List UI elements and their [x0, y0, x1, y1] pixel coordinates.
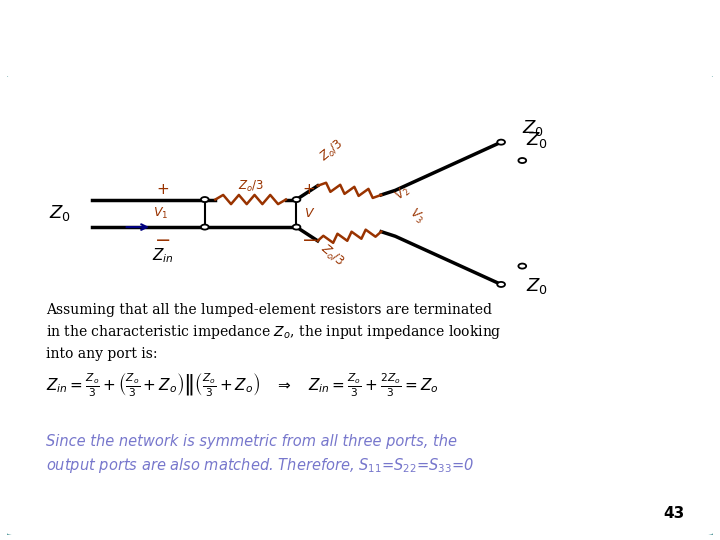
Text: $-$: $-$ — [301, 230, 318, 248]
Text: $Z_0$: $Z_0$ — [526, 276, 548, 296]
Circle shape — [498, 282, 505, 287]
Circle shape — [518, 158, 526, 163]
Text: $V$: $V$ — [304, 207, 315, 220]
Text: $Z_{in} = \frac{Z_o}{3} + \left(\frac{Z_o}{3} + Z_o\right)\left\|\left(\frac{Z_o: $Z_{in} = \frac{Z_o}{3} + \left(\frac{Z_… — [46, 372, 438, 399]
Text: $Z_0$: $Z_0$ — [526, 130, 548, 150]
Text: +: + — [303, 182, 315, 197]
Text: $V_3$: $V_3$ — [406, 206, 427, 227]
Text: $Z_0$: $Z_0$ — [522, 118, 544, 138]
Text: $Z_o/3$: $Z_o/3$ — [317, 242, 346, 270]
Text: $-$: $-$ — [154, 230, 171, 248]
Circle shape — [518, 264, 526, 268]
Circle shape — [498, 140, 505, 145]
Text: $V_1$: $V_1$ — [153, 206, 168, 221]
Text: The Resistive Divider: The Resistive Divider — [18, 26, 351, 55]
Text: Since the network is symmetric from all three ports, the
output ports are also m: Since the network is symmetric from all … — [46, 434, 474, 475]
Text: +: + — [156, 182, 168, 197]
Text: $Z_{in}$: $Z_{in}$ — [151, 246, 174, 265]
Text: 43: 43 — [663, 506, 685, 521]
FancyBboxPatch shape — [4, 73, 716, 537]
Circle shape — [201, 225, 209, 230]
Text: $V_2$: $V_2$ — [392, 183, 413, 204]
Circle shape — [292, 197, 300, 202]
Circle shape — [201, 197, 209, 202]
Text: $Z_o/3$: $Z_o/3$ — [317, 136, 346, 165]
Text: Assuming that all the lumped-element resistors are terminated
in the characteris: Assuming that all the lumped-element res… — [46, 303, 502, 361]
Text: $Z_o/3$: $Z_o/3$ — [238, 178, 264, 193]
Text: $Z_0$: $Z_0$ — [49, 203, 71, 224]
Circle shape — [292, 225, 300, 230]
